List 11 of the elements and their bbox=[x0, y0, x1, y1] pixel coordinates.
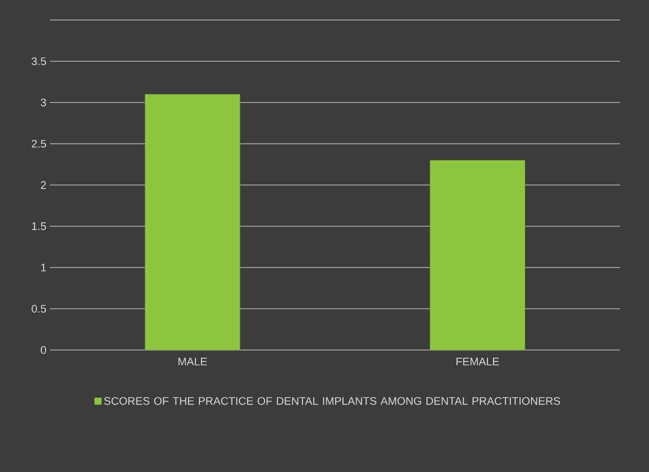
y-tick-label: 3 bbox=[40, 98, 46, 106]
y-tick-label: 2 bbox=[40, 181, 46, 189]
legend-label: SCORES OF THE PRACTICE OF DENTAL IMPLANTS AMONG DENTAL PRACTITIONERS bbox=[104, 397, 560, 405]
y-tick-label: 1 bbox=[41, 264, 46, 272]
y-tick-label: 0 bbox=[40, 346, 46, 354]
y-tick-label: 2.5 bbox=[32, 140, 46, 148]
x-tick-label: MALE bbox=[178, 358, 207, 366]
y-tick-label: 0.5 bbox=[32, 304, 46, 313]
y-tick-label: 1.5 bbox=[32, 222, 46, 230]
y-tick-label: 3.5 bbox=[32, 57, 46, 66]
x-tick-label: FEMALE bbox=[456, 358, 499, 366]
